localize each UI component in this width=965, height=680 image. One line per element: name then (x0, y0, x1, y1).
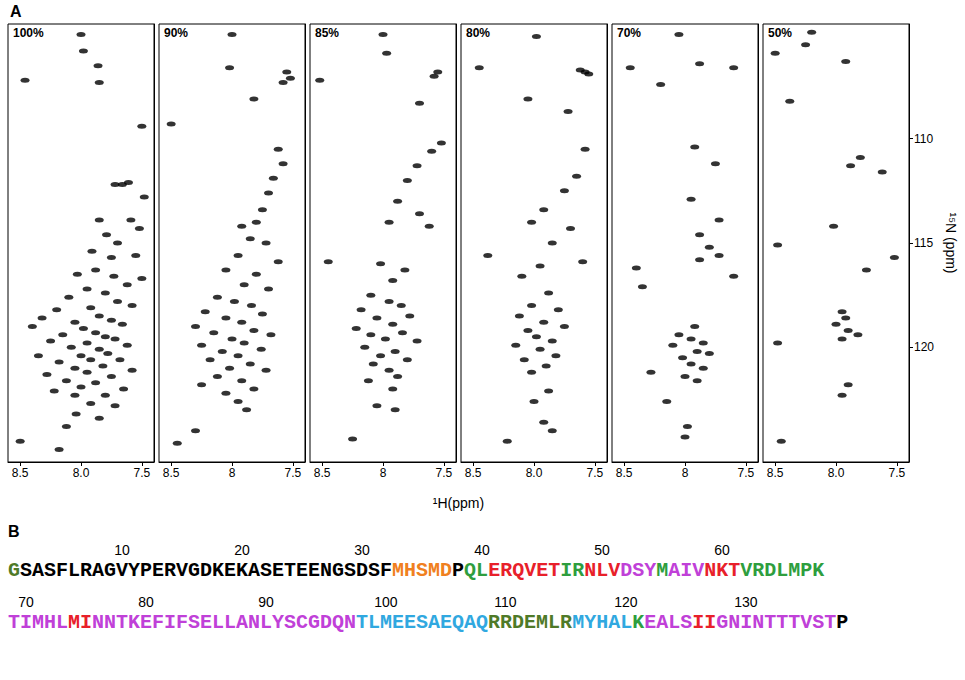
html-text:B: B (8, 523, 20, 540)
svg-text:8.5: 8.5 (12, 466, 29, 480)
svg-text:90%: 90% (164, 26, 188, 40)
html-text:90: 90 (258, 594, 274, 610)
svg-text:8.5: 8.5 (616, 466, 633, 480)
html-text:130: 130 (734, 594, 758, 610)
html-text:40: 40 (474, 542, 490, 558)
svg-text:7.5: 7.5 (888, 466, 905, 480)
svg-text:8.5: 8.5 (163, 466, 180, 480)
svg-text:7.5: 7.5 (435, 466, 452, 480)
svg-text:8.0: 8.0 (828, 466, 845, 480)
svg-text:8.5: 8.5 (314, 466, 331, 480)
html-text:TIMHL MI NNTKEFIFSELLANLYSCGDQ: TIMHL MI NNTKEFIFSELLANLYSCGDQN TLMEESAE… (8, 611, 849, 634)
html-text:120: 120 (614, 594, 638, 610)
html-text:100: 100 (374, 594, 398, 610)
svg-text:8.0: 8.0 (526, 466, 543, 480)
html-text:60: 60 (714, 542, 730, 558)
svg-text:8: 8 (682, 466, 689, 480)
svg-text:8: 8 (380, 466, 387, 480)
svg-text:8.0: 8.0 (73, 466, 90, 480)
html-text:80: 80 (138, 594, 154, 610)
svg-text:7.5: 7.5 (737, 466, 754, 480)
html-text:50: 50 (594, 542, 610, 558)
svg-text:85%: 85% (315, 26, 339, 40)
svg-text:100%: 100% (13, 26, 44, 40)
svg-text:¹H(ppm): ¹H(ppm) (433, 495, 484, 511)
html-text:70: 70 (18, 594, 34, 610)
svg-text:80%: 80% (466, 26, 490, 40)
svg-text:A: A (10, 3, 22, 20)
svg-text:8: 8 (229, 466, 236, 480)
svg-text:50%: 50% (768, 26, 792, 40)
svg-text:7.5: 7.5 (586, 466, 603, 480)
svg-text:¹⁵N (ppm): ¹⁵N (ppm) (943, 212, 959, 273)
svg-text:8.5: 8.5 (465, 466, 482, 480)
svg-text:110: 110 (914, 132, 933, 146)
html-text:30: 30 (354, 542, 370, 558)
svg-text:7.5: 7.5 (284, 466, 301, 480)
svg-text:115: 115 (914, 236, 933, 250)
html-text:110: 110 (494, 594, 517, 610)
svg-text:70%: 70% (617, 26, 641, 40)
html-text:10: 10 (114, 542, 130, 558)
html-text:20: 20 (234, 542, 250, 558)
html-text:G SASFLRAGVYPERVGDKEKASETEENGS: G SASFLRAGVYPERVGDKEKASETEENGSDSF MHSMD … (8, 559, 825, 582)
svg-text:7.5: 7.5 (133, 466, 150, 480)
svg-text:120: 120 (914, 340, 934, 354)
svg-text:8.5: 8.5 (767, 466, 784, 480)
